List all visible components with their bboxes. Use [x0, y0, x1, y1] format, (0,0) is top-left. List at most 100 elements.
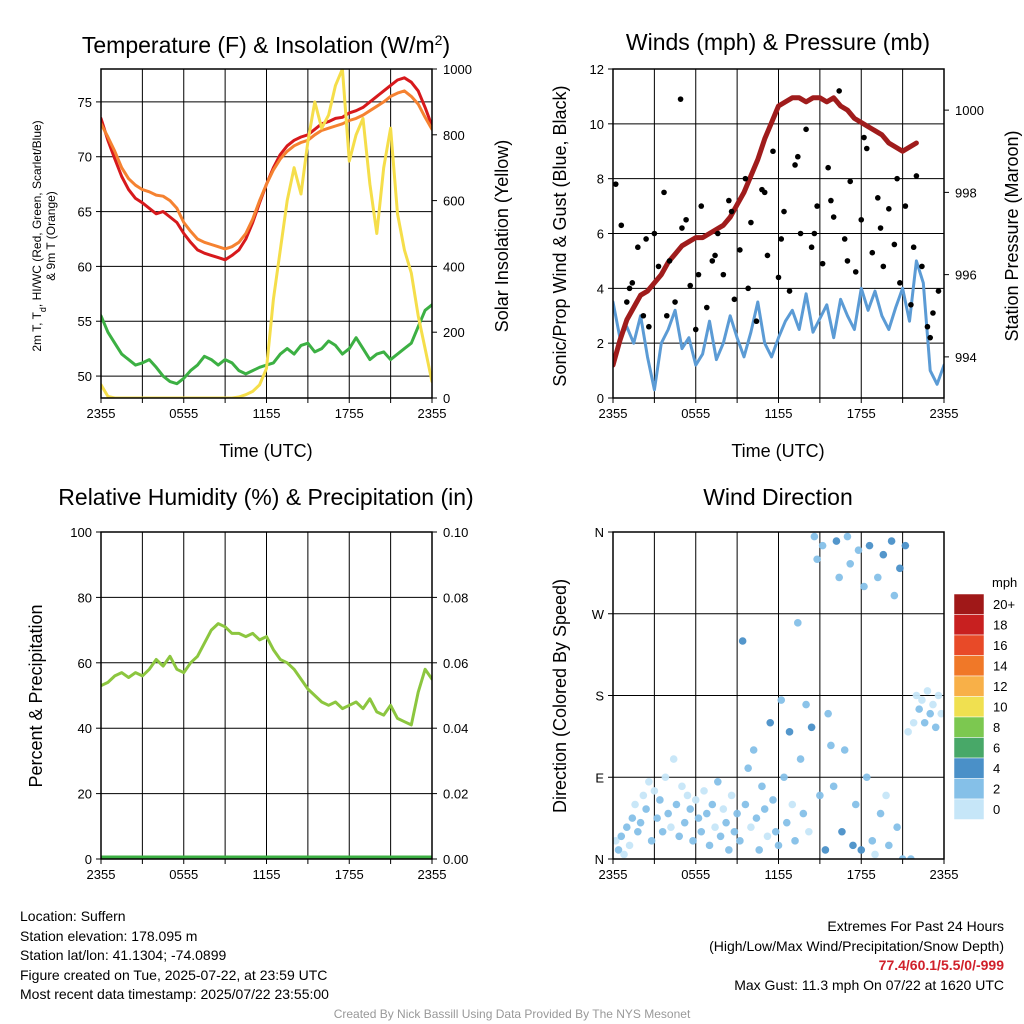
direction-point	[918, 696, 926, 704]
direction-point	[744, 764, 752, 772]
colorbar-label: 6	[993, 741, 1000, 756]
temp-y2label: Solar Insolation (Yellow)	[492, 140, 512, 332]
wind-gust-point	[640, 312, 647, 319]
wind-gust-point	[672, 299, 678, 305]
rh-y2tick-label: 0.08	[443, 590, 468, 605]
wind-gust-point	[683, 216, 689, 223]
location-text: Location: Suffern	[20, 908, 126, 924]
direction-point	[686, 805, 695, 813]
dir-data-group	[613, 532, 944, 859]
direction-point	[816, 791, 824, 800]
wind-gust-point	[651, 230, 658, 237]
temp-series-line-1	[101, 89, 432, 251]
direction-point	[851, 800, 860, 809]
dir-ylabel: Direction (Colored By Speed)	[550, 579, 570, 813]
direction-point	[904, 728, 912, 736]
wind-gust-point	[692, 326, 699, 333]
direction-point	[661, 773, 670, 782]
wind-y2tick-label: 996	[955, 268, 977, 283]
wind-gust-point	[847, 178, 854, 185]
direction-point	[788, 800, 797, 809]
direction-point	[617, 832, 626, 841]
rh-y2tick-label: 0.02	[443, 787, 468, 802]
wind-gust-point	[731, 296, 738, 303]
wind-gust-point	[726, 197, 732, 204]
wind-series-line-1	[613, 95, 919, 368]
direction-point	[614, 846, 623, 854]
dir-ytick-label: N	[595, 525, 604, 540]
direction-point	[667, 823, 675, 832]
direction-point	[636, 818, 645, 827]
temp-y2tick-label: 800	[443, 128, 465, 143]
wind-gust-point	[695, 271, 702, 278]
direction-point	[634, 827, 642, 836]
direction-point	[639, 791, 648, 800]
extremes-legend: (High/Low/Max Wind/Precipitation/Snow De…	[709, 937, 1004, 954]
colorbar-swatch	[953, 737, 985, 759]
direction-point	[920, 718, 929, 727]
wind-gust-point	[761, 189, 768, 196]
rh-xtick-label: 2355	[418, 867, 447, 882]
colorbar-swatch	[953, 716, 985, 738]
direction-point	[691, 796, 700, 804]
direction-point	[760, 805, 769, 813]
direction-point	[807, 723, 816, 732]
wind-gust-point	[720, 271, 727, 278]
wind-gust-point	[797, 230, 804, 237]
wind-gust-point	[819, 260, 826, 267]
wind-ylabel: Sonic/Prop Wind & Gust (Blue, Black)	[550, 85, 570, 386]
station-info: Location: Suffern Station elevation: 178…	[20, 907, 329, 1005]
dir-xtick-label: 1155	[765, 867, 793, 882]
direction-point	[915, 705, 923, 713]
direction-point	[769, 796, 777, 804]
wind-gust-point	[894, 175, 900, 182]
wind-gust-point	[825, 164, 831, 171]
direction-point	[785, 728, 794, 736]
direction-point	[683, 791, 692, 800]
direction-point	[774, 841, 783, 850]
direction-point	[843, 532, 852, 541]
temp-xtick-label: 1155	[253, 406, 281, 421]
latlon-text: Station lat/lon: 41.1304; -74.0899	[20, 947, 227, 963]
dir-ytick-label: W	[592, 607, 605, 622]
wind-gust-point	[742, 175, 749, 182]
colorbar-label: 4	[993, 761, 1000, 776]
wind-ytick-label: 12	[590, 62, 604, 77]
direction-point	[912, 691, 921, 700]
colorbar-label: 0	[993, 802, 1000, 817]
rh-frame	[100, 531, 433, 860]
colorbar-swatch	[953, 634, 985, 656]
wind-gust-point	[775, 274, 782, 281]
extremes-values: 77.4/60.1/5.5/0/-999	[878, 957, 1004, 973]
colorbar-swatch	[953, 655, 985, 677]
panel-title-wind-direction: Wind Direction	[703, 484, 853, 510]
wind-gust-point	[792, 162, 798, 168]
direction-point	[824, 709, 832, 718]
direction-point	[832, 537, 841, 545]
wind-gust-point	[703, 304, 710, 311]
direction-point	[727, 791, 736, 800]
direction-point	[678, 782, 686, 791]
colorbar-swatch	[953, 757, 985, 779]
temp-xtick-label: 0555	[169, 406, 198, 421]
wind-gust-point	[655, 263, 662, 270]
direction-point	[791, 837, 799, 845]
wind-gust-point	[924, 323, 931, 330]
wind-ytick-label: 4	[597, 281, 604, 296]
direction-point	[672, 800, 681, 809]
rh-ytick-label: 40	[78, 721, 92, 736]
direction-point	[810, 532, 819, 541]
colorbar-label: 16	[993, 638, 1007, 653]
wind-gust-point	[880, 263, 887, 270]
direction-point	[835, 573, 843, 582]
wind-gust-point	[803, 126, 809, 133]
wind-gust-point	[709, 258, 716, 264]
wind-gust-point	[811, 230, 818, 237]
rh-y2tick-label: 0.06	[443, 656, 468, 671]
wind-gust-point	[852, 269, 859, 275]
max-gust-text: Max Gust: 11.3 mph On 07/22 at 1620 UTC	[734, 976, 1004, 993]
wind-gust-point	[913, 173, 920, 179]
direction-point	[796, 755, 805, 763]
temp-y2tick-label: 1000	[443, 62, 472, 77]
dir-ytick-label: N	[595, 852, 604, 867]
